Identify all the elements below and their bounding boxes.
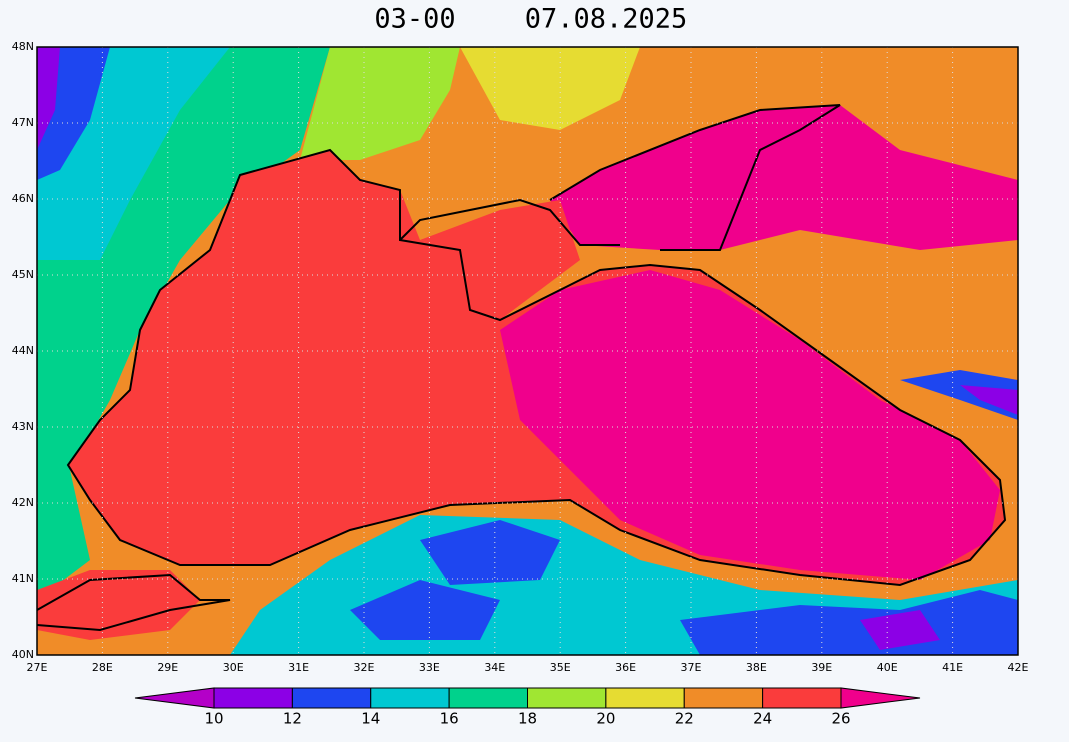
lon-label: 40E bbox=[877, 661, 898, 674]
lon-label: 29E bbox=[157, 661, 178, 674]
colorbar-box bbox=[291, 687, 372, 709]
colorbar-label: 24 bbox=[753, 710, 772, 728]
field-lime bbox=[300, 47, 460, 160]
colorbar-box bbox=[762, 687, 842, 709]
colorbar-label: 12 bbox=[283, 710, 302, 728]
colorbar-box bbox=[448, 687, 528, 709]
map-frame bbox=[36, 46, 1019, 656]
field-east-purple bbox=[960, 385, 1018, 415]
lon-label: 34E bbox=[484, 661, 505, 674]
colorbar-box bbox=[527, 687, 607, 709]
colorbar-label: 26 bbox=[831, 710, 850, 728]
colorbar-box bbox=[370, 687, 450, 709]
lat-label: 43N bbox=[12, 420, 34, 433]
lon-label: 27E bbox=[27, 661, 48, 674]
lon-label: 28E bbox=[92, 661, 113, 674]
lat-label: 41N bbox=[12, 572, 34, 585]
coastline-azov bbox=[399, 104, 841, 251]
lon-label: 30E bbox=[223, 661, 244, 674]
colorbar-label: 20 bbox=[596, 710, 615, 728]
lon-label: 35E bbox=[550, 661, 571, 674]
sst-field bbox=[37, 47, 1018, 655]
colorbar: 10 12 14 16 18 20 22 24 26 bbox=[134, 687, 921, 728]
colorbar-box bbox=[605, 687, 685, 709]
title-time: 03-00 bbox=[374, 4, 455, 35]
lon-label: 31E bbox=[288, 661, 309, 674]
colorbar-under bbox=[134, 687, 215, 709]
lat-label: 47N bbox=[12, 116, 34, 129]
lon-label: 36E bbox=[615, 661, 636, 674]
lon-label: 42E bbox=[1008, 661, 1029, 674]
coastline bbox=[66, 148, 1007, 587]
field-south-blue-2 bbox=[350, 580, 500, 640]
colorbar-box bbox=[683, 687, 764, 709]
lon-label: 37E bbox=[681, 661, 702, 674]
lon-label: 41E bbox=[942, 661, 963, 674]
colorbar-label: 16 bbox=[440, 710, 459, 728]
lon-label: 39E bbox=[811, 661, 832, 674]
field-magenta bbox=[500, 270, 1000, 580]
colorbar-label: 10 bbox=[204, 710, 223, 728]
field-south-purple bbox=[860, 610, 940, 650]
lat-label: 46N bbox=[12, 192, 34, 205]
colorbar-label: 22 bbox=[675, 710, 694, 728]
colorbar-over bbox=[840, 687, 921, 709]
field-crimea bbox=[420, 200, 580, 320]
lat-label: 48N bbox=[12, 40, 34, 53]
lat-label: 42N bbox=[12, 496, 34, 509]
colorbar-box bbox=[213, 687, 293, 709]
field-south-blue bbox=[420, 520, 560, 585]
lon-label: 38E bbox=[746, 661, 767, 674]
field-yellow bbox=[460, 47, 640, 130]
field-purple bbox=[37, 47, 60, 150]
coastline-marmara bbox=[37, 573, 231, 632]
colorbar-label: 18 bbox=[518, 710, 537, 728]
colorbar-label: 14 bbox=[361, 710, 380, 728]
lon-label: 33E bbox=[419, 661, 440, 674]
lat-label: 44N bbox=[12, 344, 34, 357]
title-date: 07.08.2025 bbox=[525, 4, 688, 35]
field-azov bbox=[550, 105, 1018, 250]
lat-label: 45N bbox=[12, 268, 34, 281]
lon-label: 32E bbox=[354, 661, 375, 674]
lat-label: 40N bbox=[12, 648, 34, 661]
field-east-blue bbox=[900, 370, 1018, 420]
